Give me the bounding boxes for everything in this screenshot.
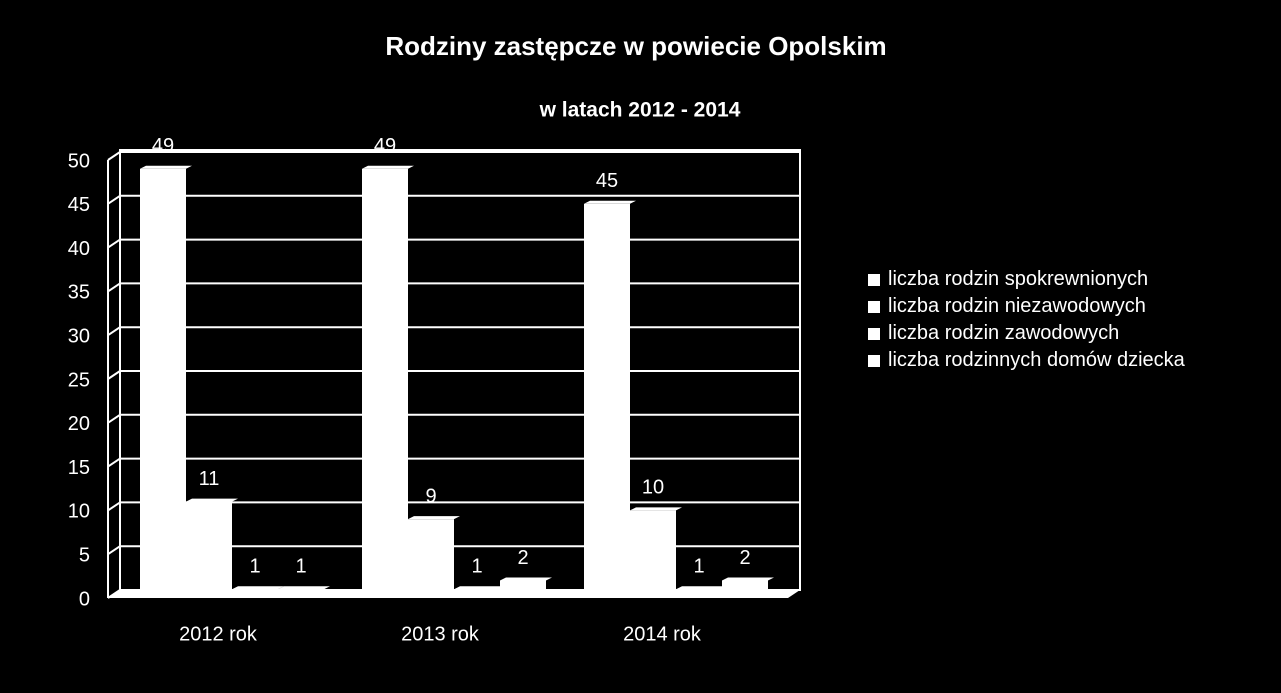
value-label: 9 bbox=[425, 485, 436, 507]
legend-label: liczba rodzin zawodowych bbox=[888, 322, 1120, 344]
bar-top bbox=[584, 200, 636, 204]
y-tick-label: 45 bbox=[68, 194, 90, 216]
bar bbox=[362, 168, 408, 598]
bar bbox=[408, 519, 454, 598]
x-tick-label: 2014 rok bbox=[623, 623, 702, 645]
grid-line-side bbox=[107, 370, 121, 380]
grid-line-side bbox=[107, 545, 121, 556]
grid-line-side bbox=[107, 326, 121, 337]
grid-line-side bbox=[107, 238, 121, 249]
legend-swatch bbox=[868, 355, 880, 367]
bar bbox=[722, 580, 768, 598]
value-label: 2 bbox=[739, 547, 750, 569]
y-tick-label: 30 bbox=[68, 325, 90, 347]
bar bbox=[186, 501, 232, 598]
value-label: 1 bbox=[295, 556, 306, 578]
value-label: 2 bbox=[517, 547, 528, 569]
y-tick-label: 50 bbox=[68, 150, 90, 172]
grid-line-side bbox=[107, 282, 121, 293]
bar-top bbox=[362, 165, 414, 169]
bar-top bbox=[408, 516, 460, 520]
y-tick-label: 25 bbox=[68, 369, 90, 391]
legend-swatch bbox=[868, 328, 880, 340]
bar bbox=[630, 510, 676, 598]
bar-top bbox=[140, 165, 192, 169]
bar-top bbox=[454, 586, 506, 590]
y-tick-label: 40 bbox=[68, 238, 90, 260]
value-label: 1 bbox=[693, 556, 704, 578]
legend-label: liczba rodzinnych domów dziecka bbox=[888, 349, 1185, 371]
legend: liczba rodzin spokrewnionych liczba rodzi… bbox=[866, 266, 1236, 374]
bar bbox=[454, 589, 500, 598]
grid-line-side bbox=[107, 413, 121, 424]
legend-item: liczba rodzin spokrewnionych bbox=[866, 266, 1236, 293]
legend-swatch bbox=[868, 301, 880, 313]
legend-swatch bbox=[868, 274, 880, 286]
value-label: 11 bbox=[199, 468, 220, 490]
legend-item: liczba rodzinnych domów dziecka bbox=[866, 347, 1236, 374]
value-label: 45 bbox=[596, 170, 618, 192]
grid-line-side bbox=[107, 194, 121, 205]
bar-top bbox=[676, 586, 728, 590]
bar-top bbox=[232, 586, 284, 590]
bar-top bbox=[630, 507, 682, 511]
grid-line-side bbox=[107, 589, 121, 599]
bar bbox=[140, 168, 186, 598]
legend-label: liczba rodzin spokrewnionych bbox=[888, 268, 1149, 290]
grid-line-side bbox=[107, 151, 121, 161]
value-label: 49 bbox=[152, 135, 174, 157]
chart-title: Rodziny zastępcze w powiecie Opolskim bbox=[385, 31, 886, 61]
bar-top bbox=[500, 577, 552, 581]
grid-line-side bbox=[107, 501, 121, 512]
value-label: 1 bbox=[249, 556, 260, 578]
y-tick-label: 5 bbox=[79, 544, 90, 566]
x-tick-label: 2012 rok bbox=[179, 623, 258, 645]
x-tick-label: 2013 rok bbox=[401, 623, 480, 645]
legend-item: liczba rodzin zawodowych bbox=[866, 320, 1236, 347]
bar-top bbox=[278, 586, 330, 590]
chart-subtitle: w latach 2012 - 2014 bbox=[539, 99, 741, 122]
legend-item: liczba rodzin niezawodowych bbox=[866, 293, 1236, 320]
value-label: 1 bbox=[471, 556, 482, 578]
bar bbox=[278, 589, 324, 598]
y-tick-label: 20 bbox=[68, 413, 90, 435]
y-tick-label: 15 bbox=[68, 457, 90, 479]
bar bbox=[584, 203, 630, 599]
y-tick-label: 10 bbox=[68, 501, 90, 523]
y-tick-label: 35 bbox=[68, 282, 90, 304]
value-label: 49 bbox=[374, 135, 396, 157]
bar bbox=[232, 589, 278, 598]
bar-top bbox=[186, 498, 238, 502]
legend-label: liczba rodzin niezawodowych bbox=[888, 295, 1146, 317]
value-label: 10 bbox=[642, 477, 664, 499]
bar-top bbox=[722, 577, 774, 581]
y-tick-label: 0 bbox=[79, 588, 90, 610]
bar bbox=[676, 589, 722, 598]
bar bbox=[500, 580, 546, 598]
grid-line-side bbox=[107, 457, 121, 468]
